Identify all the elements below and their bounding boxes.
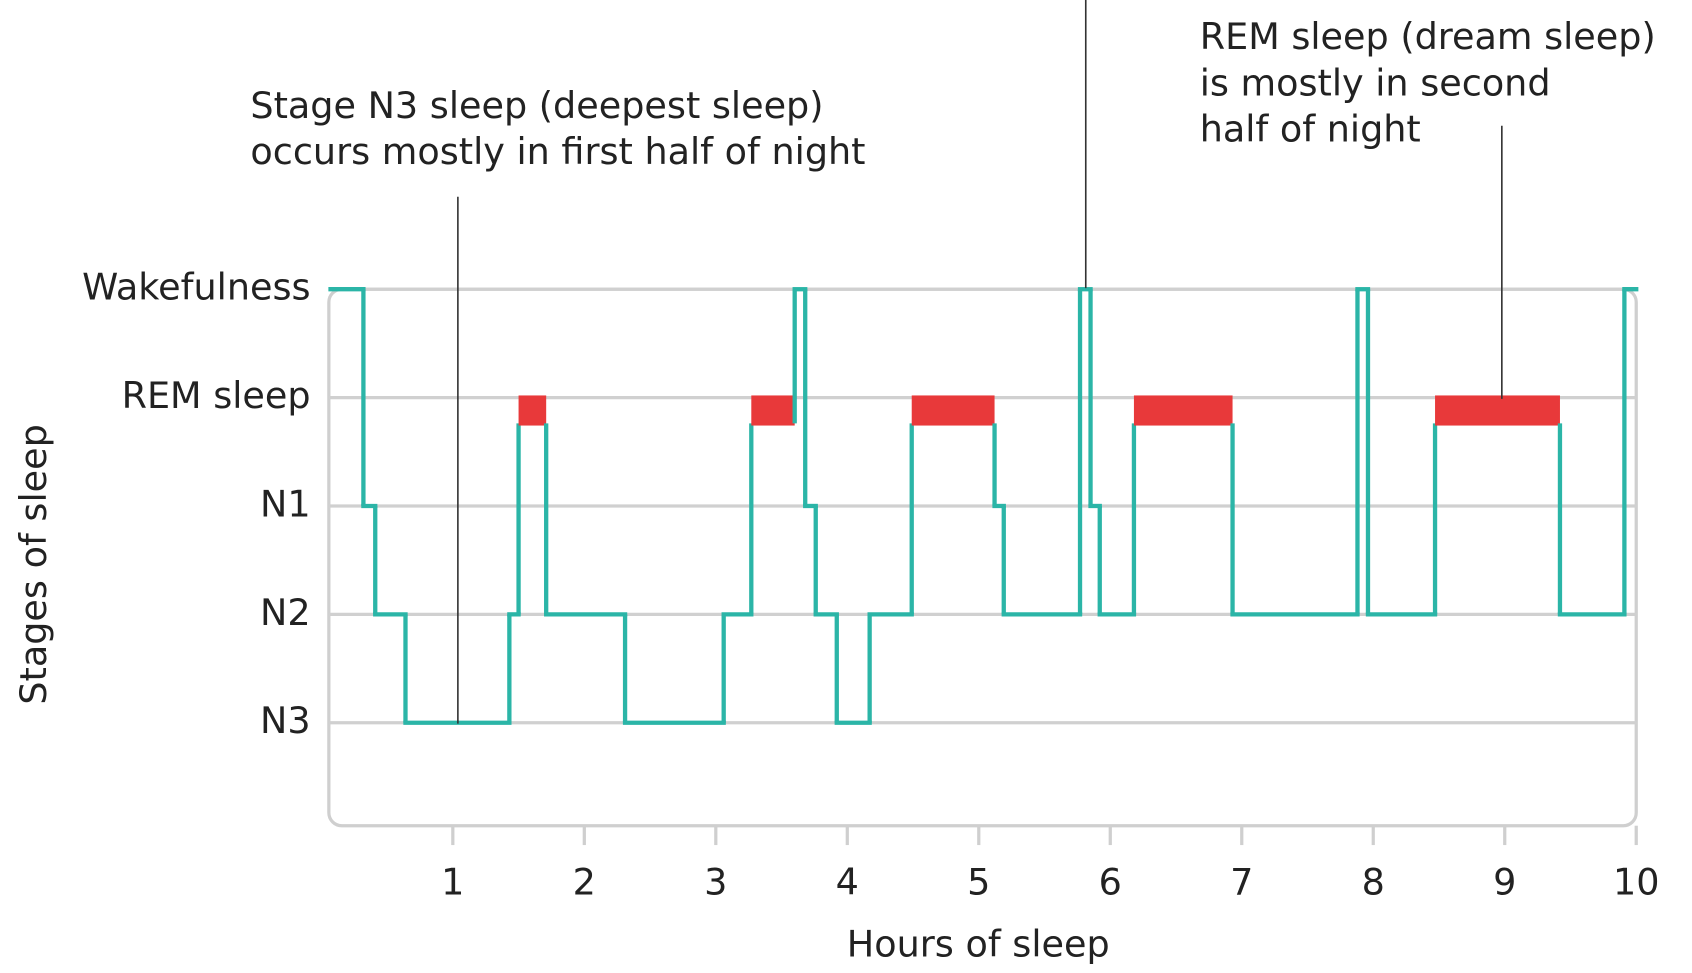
x-tick-label: 3 [704, 860, 727, 903]
y-tick-label: REM sleep [122, 374, 311, 417]
x-tick-label: 2 [573, 860, 596, 903]
x-axis-label: Hours of sleep [847, 923, 1110, 966]
x-tick-label: 7 [1230, 860, 1253, 903]
rem-segment [1435, 395, 1560, 426]
y-tick-label: N3 [260, 699, 311, 742]
x-tick-label: 1 [441, 860, 464, 903]
rem-segment [1133, 395, 1233, 426]
y-tick-label: Wakefulness [82, 266, 310, 309]
x-tick-label: 9 [1493, 860, 1516, 903]
annotation-text: REM sleep (dream sleep) [1200, 15, 1656, 58]
x-tick-label: 8 [1362, 860, 1385, 903]
plot-frame [327, 287, 1638, 828]
x-tick-label: 6 [1099, 860, 1122, 903]
annotation-text: occurs mostly in first half of night [250, 130, 865, 173]
x-tick-label: 5 [967, 860, 990, 903]
rem-segment [911, 395, 995, 426]
y-tick-label: N1 [260, 482, 311, 525]
annotation-text: Stage N3 sleep (deepest sleep) [250, 84, 823, 127]
x-tick-label: 10 [1613, 860, 1660, 903]
rem-segment [751, 395, 795, 426]
y-tick-label: N2 [260, 591, 311, 634]
rem-segment [518, 395, 547, 426]
y-axis-label: Stages of sleep [12, 424, 55, 704]
annotation-text: is mostly in second [1200, 61, 1551, 104]
annotation-text: half of night [1200, 108, 1421, 151]
x-tick-label: 4 [836, 860, 859, 903]
